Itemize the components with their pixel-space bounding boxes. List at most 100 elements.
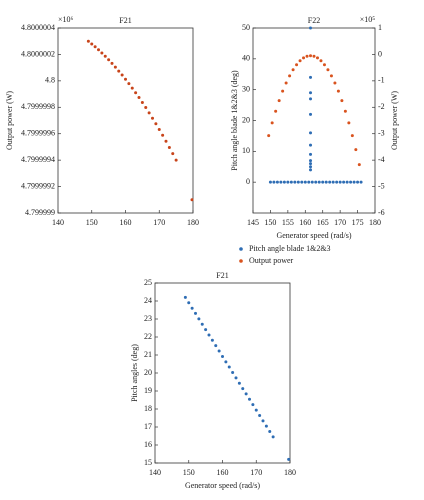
data-point xyxy=(130,86,134,90)
chart-title: F21 xyxy=(119,16,131,25)
y-tick-label: 20 xyxy=(242,115,250,124)
data-point xyxy=(183,295,187,299)
data-point xyxy=(303,180,307,184)
x-tick-label: 175 xyxy=(352,218,364,227)
data-point xyxy=(234,376,238,380)
data-point xyxy=(241,387,245,391)
data-point xyxy=(194,311,197,315)
y-tick-label: 16 xyxy=(144,440,152,449)
data-point xyxy=(271,435,275,439)
x-tick-label: 180 xyxy=(187,218,199,227)
data-point xyxy=(279,180,283,184)
data-point xyxy=(329,74,333,78)
chart-title: F21 xyxy=(216,271,228,280)
data-point xyxy=(309,159,313,163)
x-tick-label: 140 xyxy=(52,218,64,227)
data-point xyxy=(147,111,151,115)
legend-marker xyxy=(239,247,243,251)
data-point xyxy=(251,403,255,407)
data-point xyxy=(350,134,354,138)
plot-frame xyxy=(57,27,194,214)
data-point xyxy=(345,180,349,184)
data-point xyxy=(295,63,299,67)
data-point xyxy=(356,180,360,184)
data-point xyxy=(310,180,314,184)
data-point xyxy=(309,54,313,58)
legend-marker xyxy=(239,259,243,263)
y2-tick-label: -4 xyxy=(378,155,385,164)
data-point xyxy=(309,26,313,30)
y-tick-label: 4.8 xyxy=(45,76,55,85)
data-point xyxy=(197,317,201,321)
data-point xyxy=(272,180,276,184)
y-axis-label: Pitch angles (deg) xyxy=(130,344,139,402)
y-tick-label: 0 xyxy=(246,177,250,186)
data-point xyxy=(328,180,332,184)
data-point xyxy=(224,360,228,364)
y-tick-label: 15 xyxy=(144,458,152,467)
data-point xyxy=(335,180,339,184)
data-point xyxy=(309,112,313,116)
y-tick-label: 4.8000004 xyxy=(21,23,55,32)
data-point xyxy=(274,109,278,113)
axis-multiplier: ×10⁵ xyxy=(360,15,376,24)
data-point xyxy=(107,58,111,62)
data-point xyxy=(340,99,344,103)
data-point xyxy=(277,99,281,103)
data-point xyxy=(86,39,90,43)
y-tick-label: 4.7999992 xyxy=(21,181,55,190)
data-point xyxy=(248,397,251,401)
y2-tick-label: -3 xyxy=(378,129,385,138)
y-tick-label: 24 xyxy=(144,296,152,305)
y-tick-label: 4.7999998 xyxy=(21,102,55,111)
data-point xyxy=(333,81,337,85)
data-point xyxy=(298,59,302,63)
y-tick-label: 20 xyxy=(144,368,152,377)
data-point xyxy=(343,109,347,113)
data-point xyxy=(214,344,218,348)
x-tick-label: 170 xyxy=(334,218,346,227)
data-point xyxy=(270,121,274,125)
data-point xyxy=(322,63,326,67)
data-point xyxy=(113,65,117,69)
data-point xyxy=(309,162,313,166)
y-tick-label: 50 xyxy=(242,23,250,32)
data-point xyxy=(227,365,231,369)
y-axis-label: Pitch angle blade 1&2&3 (deg) xyxy=(230,70,239,171)
data-point xyxy=(331,180,335,184)
data-point xyxy=(309,168,313,172)
x-tick-label: 165 xyxy=(317,218,329,227)
data-point xyxy=(281,89,285,93)
data-point xyxy=(103,54,107,58)
x-tick-label: 150 xyxy=(86,218,98,227)
data-point xyxy=(293,180,297,184)
y-tick-label: 17 xyxy=(144,422,152,431)
legend-label: Pitch angle blade 1&2&3 xyxy=(249,244,331,253)
y2-tick-label: 1 xyxy=(378,23,382,32)
data-point xyxy=(349,180,353,184)
data-point xyxy=(200,322,204,326)
x-tick-label: 170 xyxy=(250,468,262,477)
data-point xyxy=(237,381,241,385)
data-point xyxy=(90,42,94,46)
x-tick-label: 155 xyxy=(282,218,294,227)
x-tick-label: 160 xyxy=(217,468,229,477)
data-point xyxy=(314,180,318,184)
data-point xyxy=(291,68,295,72)
data-point xyxy=(309,91,313,95)
data-point xyxy=(287,457,291,461)
y-tick-label: 40 xyxy=(242,54,250,63)
data-point xyxy=(210,338,214,342)
data-point xyxy=(190,306,194,310)
data-point xyxy=(204,328,208,332)
data-point xyxy=(309,131,313,135)
data-point xyxy=(154,122,158,126)
data-point xyxy=(326,68,330,72)
data-point xyxy=(317,180,321,184)
data-point xyxy=(187,301,191,305)
plot-frame xyxy=(154,282,291,464)
x-axis-label: Generator speed (rad/s) xyxy=(276,231,351,240)
data-point xyxy=(309,165,313,169)
y2-tick-label: -5 xyxy=(378,181,385,190)
data-point xyxy=(284,81,288,85)
